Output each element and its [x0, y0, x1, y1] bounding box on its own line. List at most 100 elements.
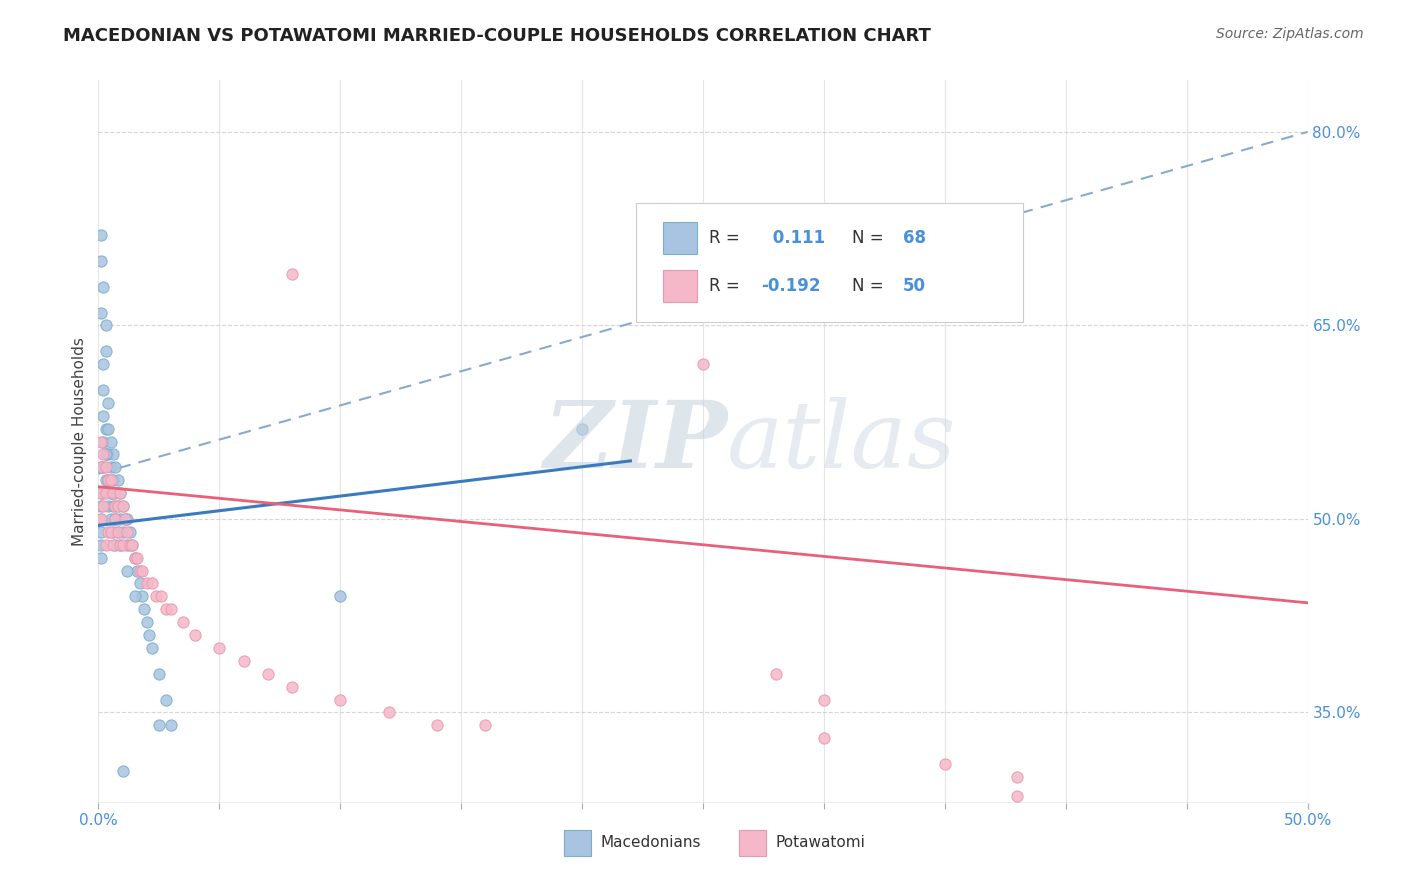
Point: [281, 680, 304, 694]
Point: [100, 512, 122, 526]
Point: [97, 524, 120, 539]
Point: [104, 512, 127, 526]
Point: [121, 538, 143, 552]
Point: [208, 640, 231, 655]
Point: [91, 460, 114, 475]
Y-axis label: Married-couple Households: Married-couple Households: [72, 337, 87, 546]
Point: [141, 576, 163, 591]
Point: [141, 640, 163, 655]
Point: [131, 590, 153, 604]
Point: [101, 499, 124, 513]
Point: [107, 499, 129, 513]
Point: [107, 524, 129, 539]
Point: [90, 228, 112, 243]
Point: [94, 447, 117, 461]
Point: [160, 602, 183, 616]
Point: [329, 692, 352, 706]
Point: [104, 499, 127, 513]
Point: [100, 486, 122, 500]
Point: [94, 486, 117, 500]
Point: [97, 473, 120, 487]
Text: N =: N =: [852, 228, 889, 247]
Point: [131, 564, 153, 578]
Point: [90, 305, 112, 319]
Point: [104, 512, 127, 526]
Point: [124, 550, 146, 565]
Point: [90, 460, 112, 475]
Text: Macedonians: Macedonians: [600, 835, 700, 850]
Point: [138, 628, 160, 642]
Text: ZIP: ZIP: [543, 397, 727, 486]
Point: [117, 538, 139, 552]
Point: [145, 590, 167, 604]
Point: [111, 499, 134, 513]
Point: [108, 486, 131, 500]
Point: [101, 473, 124, 487]
Point: [90, 512, 112, 526]
Point: [90, 524, 112, 539]
Point: [94, 318, 117, 333]
Point: [101, 447, 124, 461]
Point: [127, 564, 149, 578]
Point: [474, 718, 496, 732]
Point: [117, 524, 139, 539]
Point: [104, 460, 127, 475]
Point: [97, 473, 120, 487]
Point: [281, 267, 304, 281]
Text: 68: 68: [903, 228, 925, 247]
Point: [813, 731, 835, 746]
Point: [94, 344, 117, 359]
Bar: [664, 270, 697, 302]
Point: [111, 499, 134, 513]
Point: [97, 499, 120, 513]
Point: [571, 422, 593, 436]
Point: [128, 576, 150, 591]
Point: [117, 512, 139, 526]
Point: [104, 486, 127, 500]
Text: -0.192: -0.192: [761, 277, 821, 295]
Point: [91, 409, 114, 423]
Point: [813, 692, 835, 706]
Point: [100, 460, 122, 475]
Text: atlas: atlas: [727, 397, 956, 486]
Point: [100, 486, 122, 500]
Point: [90, 486, 112, 500]
Point: [100, 434, 122, 449]
Point: [107, 473, 129, 487]
Point: [111, 538, 134, 552]
Text: R =: R =: [709, 277, 745, 295]
Point: [94, 473, 117, 487]
Point: [127, 550, 149, 565]
Point: [114, 512, 136, 526]
Text: 50: 50: [903, 277, 925, 295]
Text: R =: R =: [709, 228, 745, 247]
Bar: [740, 830, 766, 855]
Point: [184, 628, 207, 642]
Point: [90, 254, 112, 268]
Point: [426, 718, 449, 732]
Text: 0.111: 0.111: [768, 228, 825, 247]
Bar: [564, 830, 591, 855]
Point: [1007, 789, 1029, 804]
Point: [135, 615, 157, 630]
Point: [155, 602, 177, 616]
Point: [108, 512, 131, 526]
Point: [90, 512, 112, 526]
Point: [128, 564, 150, 578]
Point: [160, 718, 183, 732]
Point: [97, 396, 120, 410]
Point: [90, 550, 112, 565]
Point: [90, 499, 112, 513]
Point: [91, 499, 114, 513]
Point: [155, 692, 177, 706]
Point: [329, 590, 352, 604]
Point: [101, 486, 124, 500]
Point: [94, 422, 117, 436]
Text: N =: N =: [852, 277, 889, 295]
Point: [104, 512, 127, 526]
Point: [172, 615, 194, 630]
Bar: [664, 221, 697, 254]
Point: [1007, 770, 1029, 784]
Point: [118, 538, 141, 552]
Point: [117, 564, 139, 578]
